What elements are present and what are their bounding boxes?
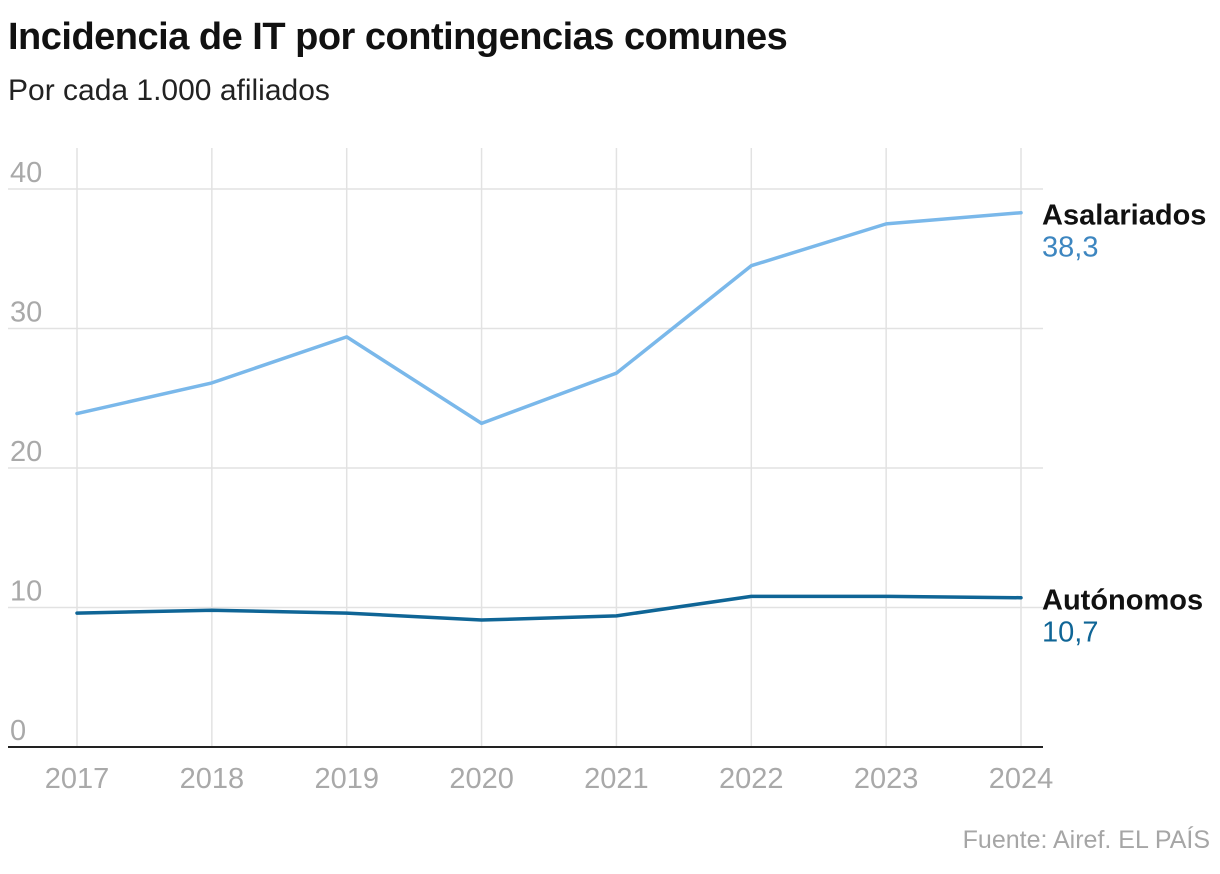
y-tick-label-0: 0 [10,715,26,747]
x-tick-label-2022: 2022 [719,763,784,795]
source-note: Fuente: Airef. EL PAÍS [962,826,1210,854]
y-tick-label-40: 40 [10,157,42,189]
x-tick-label-2023: 2023 [854,763,919,795]
y-tick-label-10: 10 [10,576,42,608]
y-tick-label-30: 30 [10,297,42,329]
series-line-asalariados [75,210,1023,426]
label-layer: 0 10 20 30 40 2017 2018 2019 2020 2021 2022 2023 202… [10,157,1206,795]
series-end-value-autonomos: 10,7 [1042,617,1098,649]
x-tick-label-2017: 2017 [45,763,110,795]
x-tick-label-2021: 2021 [584,763,649,795]
x-tick-label-2018: 2018 [180,763,245,795]
chart-subtitle: Por cada 1.000 afiliados [8,74,330,107]
series-line-autonomos [75,594,1023,622]
series-label-asalariados: Asalariados [1042,200,1206,232]
x-tick-label-2024: 2024 [989,763,1054,795]
series-layer [75,210,1023,622]
y-tick-label-20: 20 [10,436,42,468]
chart-title: Incidencia de IT por contingencias comun… [8,16,788,58]
series-end-value-asalariados: 38,3 [1042,232,1098,264]
series-label-autonomos: Autónomos [1042,585,1203,617]
grid-layer [8,148,1043,747]
x-tick-label-2020: 2020 [449,763,514,795]
x-tick-label-2019: 2019 [314,763,379,795]
